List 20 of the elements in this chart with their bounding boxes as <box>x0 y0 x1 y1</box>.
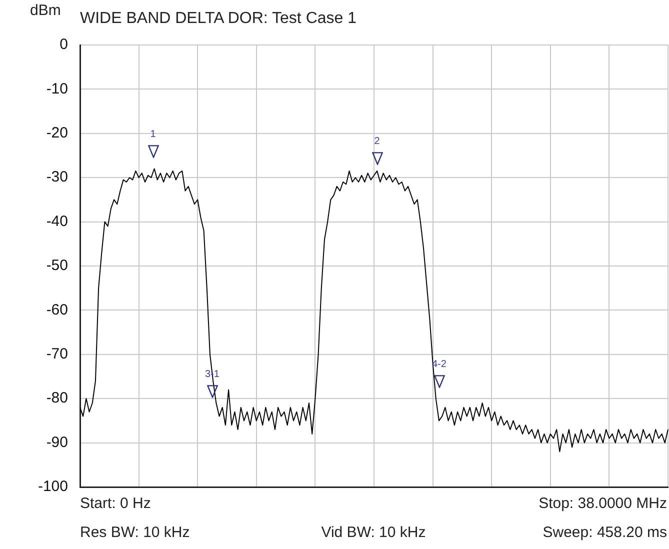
y-tick-label: -90 <box>46 434 68 451</box>
y-tick-label: -50 <box>46 257 68 274</box>
text: Sweep: 458.20 ms <box>542 524 667 541</box>
text: Stop: 38.0000 MHz <box>538 495 667 512</box>
y-tick-label: -70 <box>46 346 68 363</box>
y-tick-label: -20 <box>46 124 68 142</box>
y-tick-label: 0 <box>60 36 68 54</box>
y-tick-label: -10 <box>46 80 68 98</box>
text: Res BW: 10 kHz <box>80 524 191 541</box>
chart-title: WIDE BAND DELTA DOR: Test Case 1 <box>80 10 357 28</box>
y-tick-label: -30 <box>46 168 68 186</box>
y-tick-label: -40 <box>46 212 68 230</box>
annotation: 1 <box>149 129 157 140</box>
y-tick-label: -100 <box>38 478 68 496</box>
annotation: 2 <box>373 136 381 147</box>
y-tick-label: -80 <box>46 390 68 407</box>
y-axis-title: dBm <box>30 2 61 19</box>
text: Start: 0 Hz <box>80 495 152 512</box>
y-tick-label: -60 <box>46 301 68 318</box>
text: Vid BW: 10 kHz <box>320 524 427 541</box>
